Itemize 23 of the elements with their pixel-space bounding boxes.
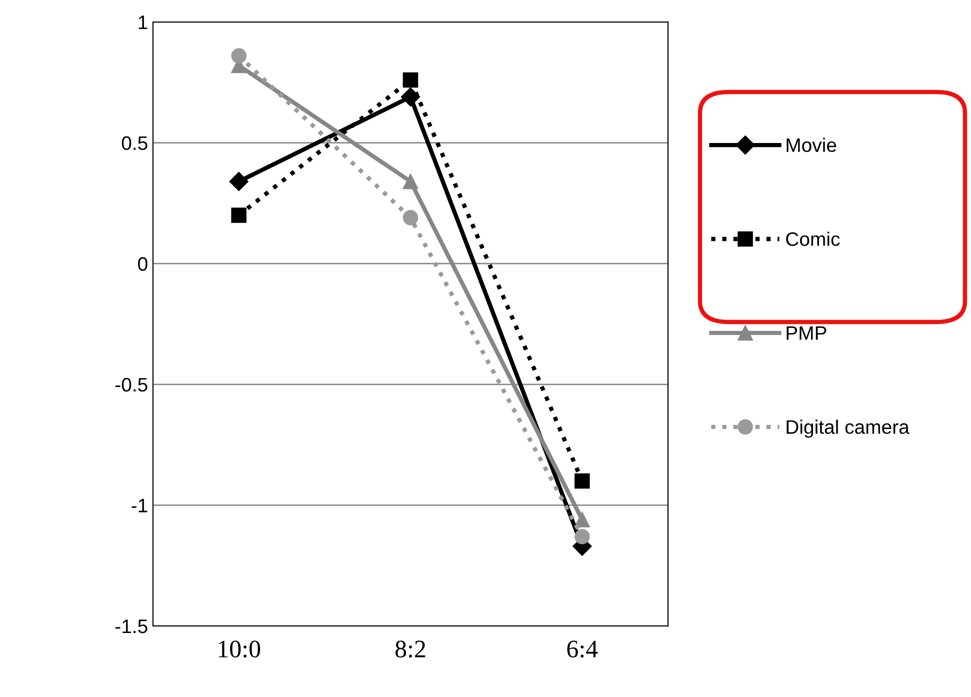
x-tick-label: 6:4 — [567, 640, 598, 658]
point — [574, 528, 590, 544]
point — [231, 48, 246, 64]
legend-label: Movie — [786, 138, 836, 152]
point — [402, 174, 418, 190]
point — [402, 210, 418, 226]
point — [229, 172, 248, 191]
legend-label: Comic — [786, 232, 840, 246]
y-tick-label: 0 — [138, 257, 148, 271]
point — [574, 512, 590, 528]
y-tick-label: 1 — [138, 16, 148, 30]
legend-label: PMP — [786, 326, 826, 340]
legend-label: Digital camera — [786, 420, 910, 438]
point — [574, 473, 590, 489]
point — [231, 208, 246, 223]
y-tick-label: -0.5 — [116, 378, 148, 392]
point — [402, 72, 418, 88]
y-tick-label: -1 — [132, 498, 148, 512]
y-tick-label: 0.5 — [122, 136, 148, 150]
x-tick-label: 10:0 — [218, 640, 260, 658]
x-tick-label: 8:2 — [395, 640, 426, 658]
y-tick-label: -1.5 — [116, 620, 148, 634]
point — [400, 87, 420, 106]
